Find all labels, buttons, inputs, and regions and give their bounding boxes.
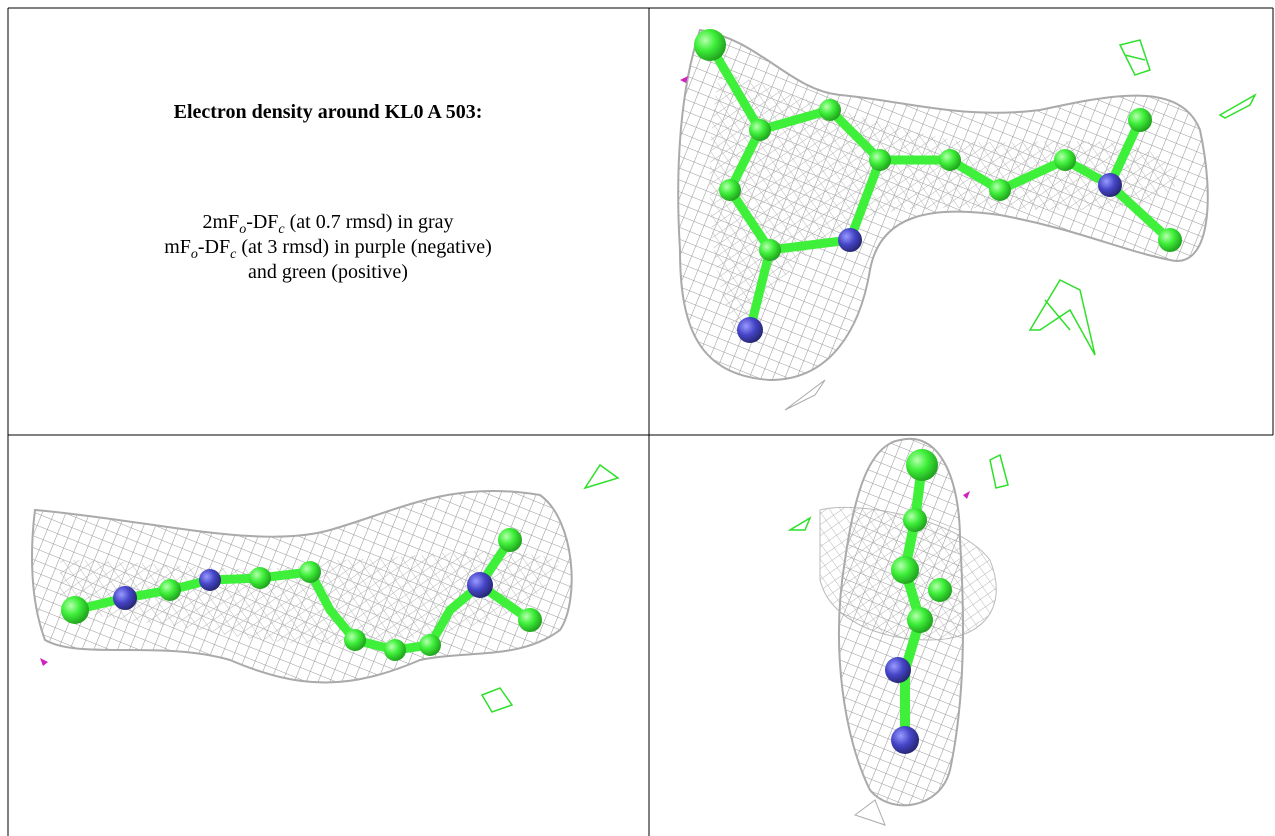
caption-line: and green (positive) <box>248 261 408 283</box>
page: {"caption": {"title": "Electron density … <box>0 0 1275 836</box>
text-run: -DF <box>198 236 230 258</box>
text-run: mF <box>164 236 191 258</box>
density-view-3 <box>790 439 1008 825</box>
caption-line: 2mFo-DFc (at 0.7 rmsd) in gray <box>203 211 454 237</box>
density-view-2 <box>32 465 618 712</box>
text-run: 2mF <box>203 211 240 233</box>
text-run: (at 0.7 rmsd) in gray <box>285 211 454 233</box>
subscript: o <box>239 222 246 237</box>
density-view-1 <box>678 29 1255 410</box>
text-run: (at 3 rmsd) in purple (negative) <box>236 236 491 258</box>
subscript: o <box>191 247 198 262</box>
figure-table: Electron density around KL0 A 503: 2mFo-… <box>0 0 1275 836</box>
text-run: -DF <box>246 211 278 233</box>
text-run: and green (positive) <box>248 261 408 283</box>
caption-line: mFo-DFc (at 3 rmsd) in purple (negative) <box>164 236 492 262</box>
caption-title: Electron density around KL0 A 503: <box>174 101 483 123</box>
